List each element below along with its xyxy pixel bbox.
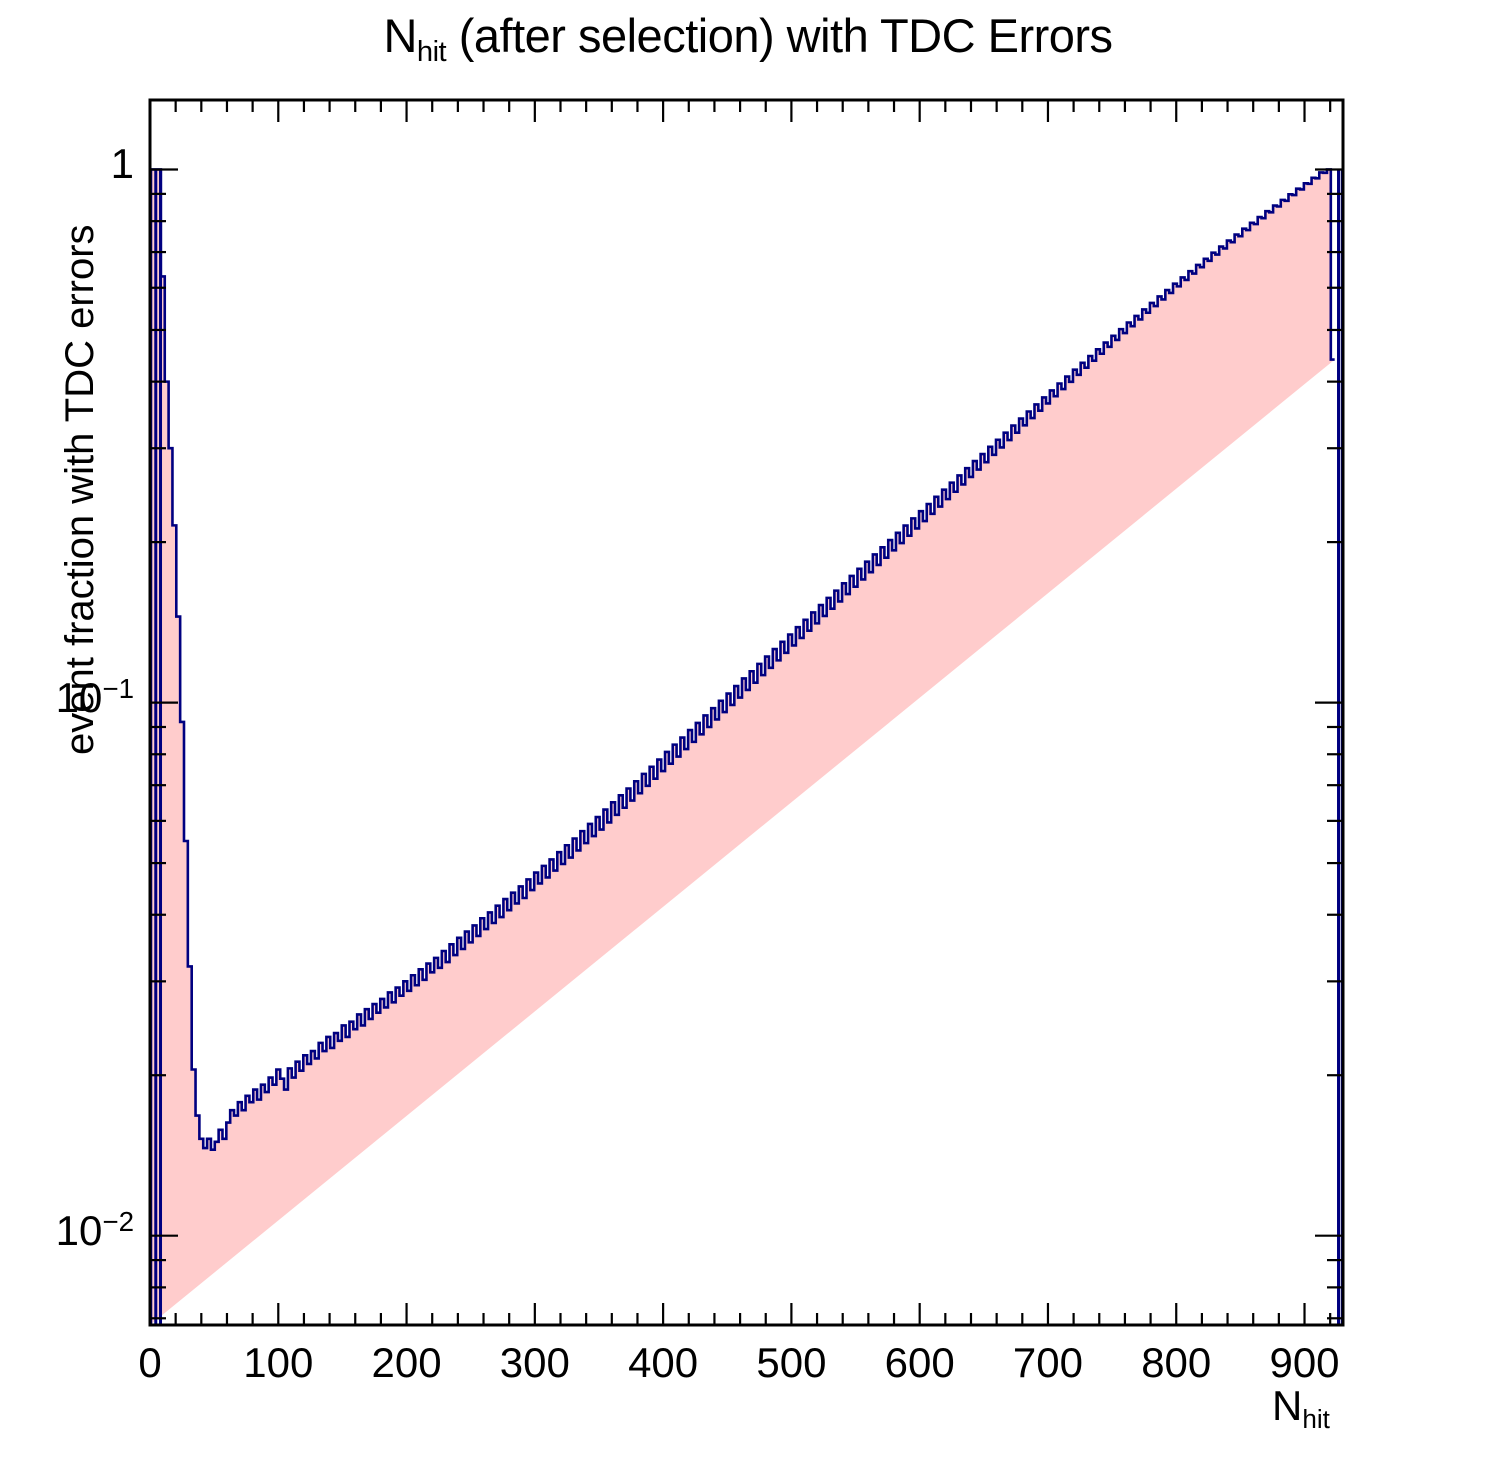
title-rest: (after selection) with TDC Errors [446, 9, 1113, 62]
x-tick-label: 300 [499, 1339, 570, 1386]
y-tick-label: 1 [110, 140, 134, 188]
title-base: N [383, 9, 417, 62]
x-axis-title: Nhit [1272, 1382, 1330, 1434]
y-tick-label: 10−1 [55, 673, 134, 721]
x-tick-label: 200 [371, 1339, 442, 1386]
x-tick-label: 900 [1269, 1339, 1340, 1386]
axis-ticks-layer [148, 100, 1343, 1325]
plot-frame [148, 98, 1345, 1327]
x-axis-title-subscript: hit [1302, 1404, 1330, 1435]
x-tick-label: 0 [138, 1339, 162, 1386]
x-tick-label: 600 [884, 1339, 955, 1386]
x-tick-label: 500 [756, 1339, 827, 1386]
page-title: Nhit (after selection) with TDC Errors [0, 8, 1496, 68]
x-tick-label: 800 [1141, 1339, 1212, 1386]
x-tick-label: 100 [243, 1339, 314, 1386]
x-tick-label: 700 [1012, 1339, 1083, 1386]
x-tick-label: 400 [628, 1339, 699, 1386]
x-axis-title-base: N [1272, 1382, 1303, 1429]
title-subscript: hit [416, 36, 447, 69]
y-tick-label: 10−2 [55, 1206, 134, 1254]
